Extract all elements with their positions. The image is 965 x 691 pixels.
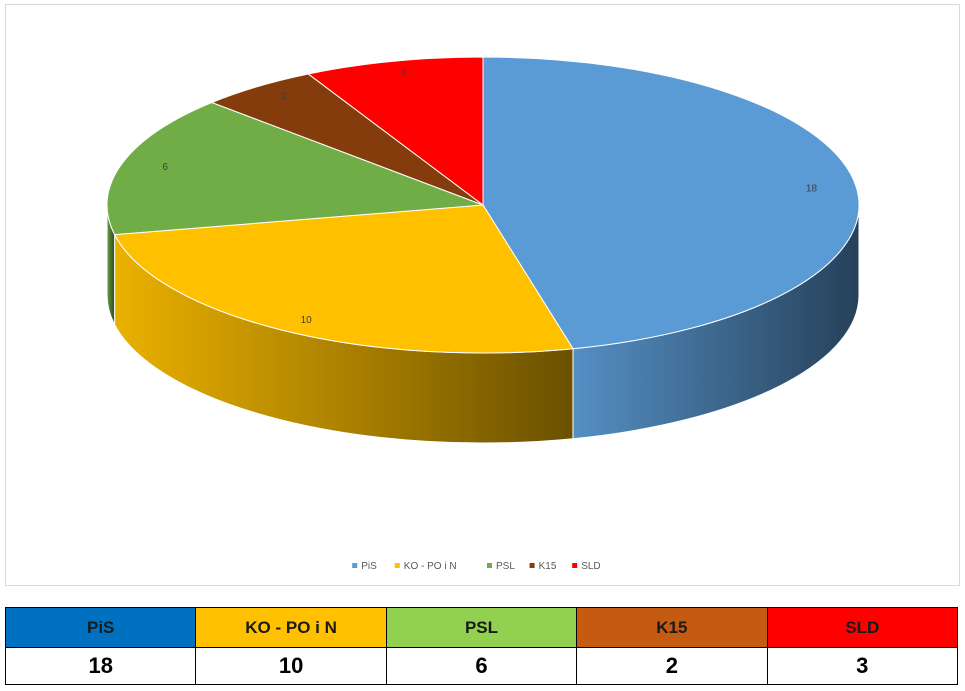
pie-labels: 18 10 6 2 3 [162,68,817,326]
legend-swatch [352,563,358,568]
legend-label: PiS [361,561,377,572]
data-label: 6 [162,162,168,173]
party-name-cell: K15 [576,607,768,648]
party-name-cell: PSL [385,607,578,648]
data-label: 2 [281,91,287,102]
legend-swatch [572,563,578,568]
seat-values-row: 18 10 6 2 3 [4,647,959,685]
seat-value-cell: 10 [195,647,387,685]
legend-swatch [394,563,400,568]
pie-slice-pis [482,56,860,350]
pie-slice-ko-po-i-n [113,204,574,354]
seat-value-cell: 2 [576,647,768,685]
party-name-cell: SLD [766,607,959,648]
pie-slice-psl [106,101,484,236]
party-name-cell: KO - PO i N [195,607,387,648]
party-name-cell: PiS [4,607,197,648]
legend-label: K15 [539,561,557,572]
pie-slice-sld [307,56,484,206]
chart-area: 18 10 6 2 3 PiS KO - PO i N PSL K15 SLD [5,4,960,586]
legend-label: PSL [496,561,515,572]
data-label: 18 [806,184,818,195]
legend-label: SLD [581,561,600,572]
pie-chart: 18 10 6 2 3 PiS KO - PO i N PSL K15 SLD [106,56,860,572]
data-label: 3 [401,68,407,79]
seat-value-cell: 3 [766,647,959,685]
data-label: 10 [301,315,313,326]
seat-value-cell: 18 [4,647,197,685]
legend: PiS KO - PO i N PSL K15 SLD [352,561,601,572]
legend-label: KO - PO i N [404,561,457,572]
legend-swatch [529,563,535,568]
seat-value-cell: 6 [385,647,578,685]
legend-swatch [487,563,492,568]
pie-tops [106,56,860,354]
party-names-row: PiS KO - PO i N PSL K15 SLD [4,607,959,648]
results-table: PiS KO - PO i N PSL K15 SLD 18 10 6 2 3 [4,607,959,685]
